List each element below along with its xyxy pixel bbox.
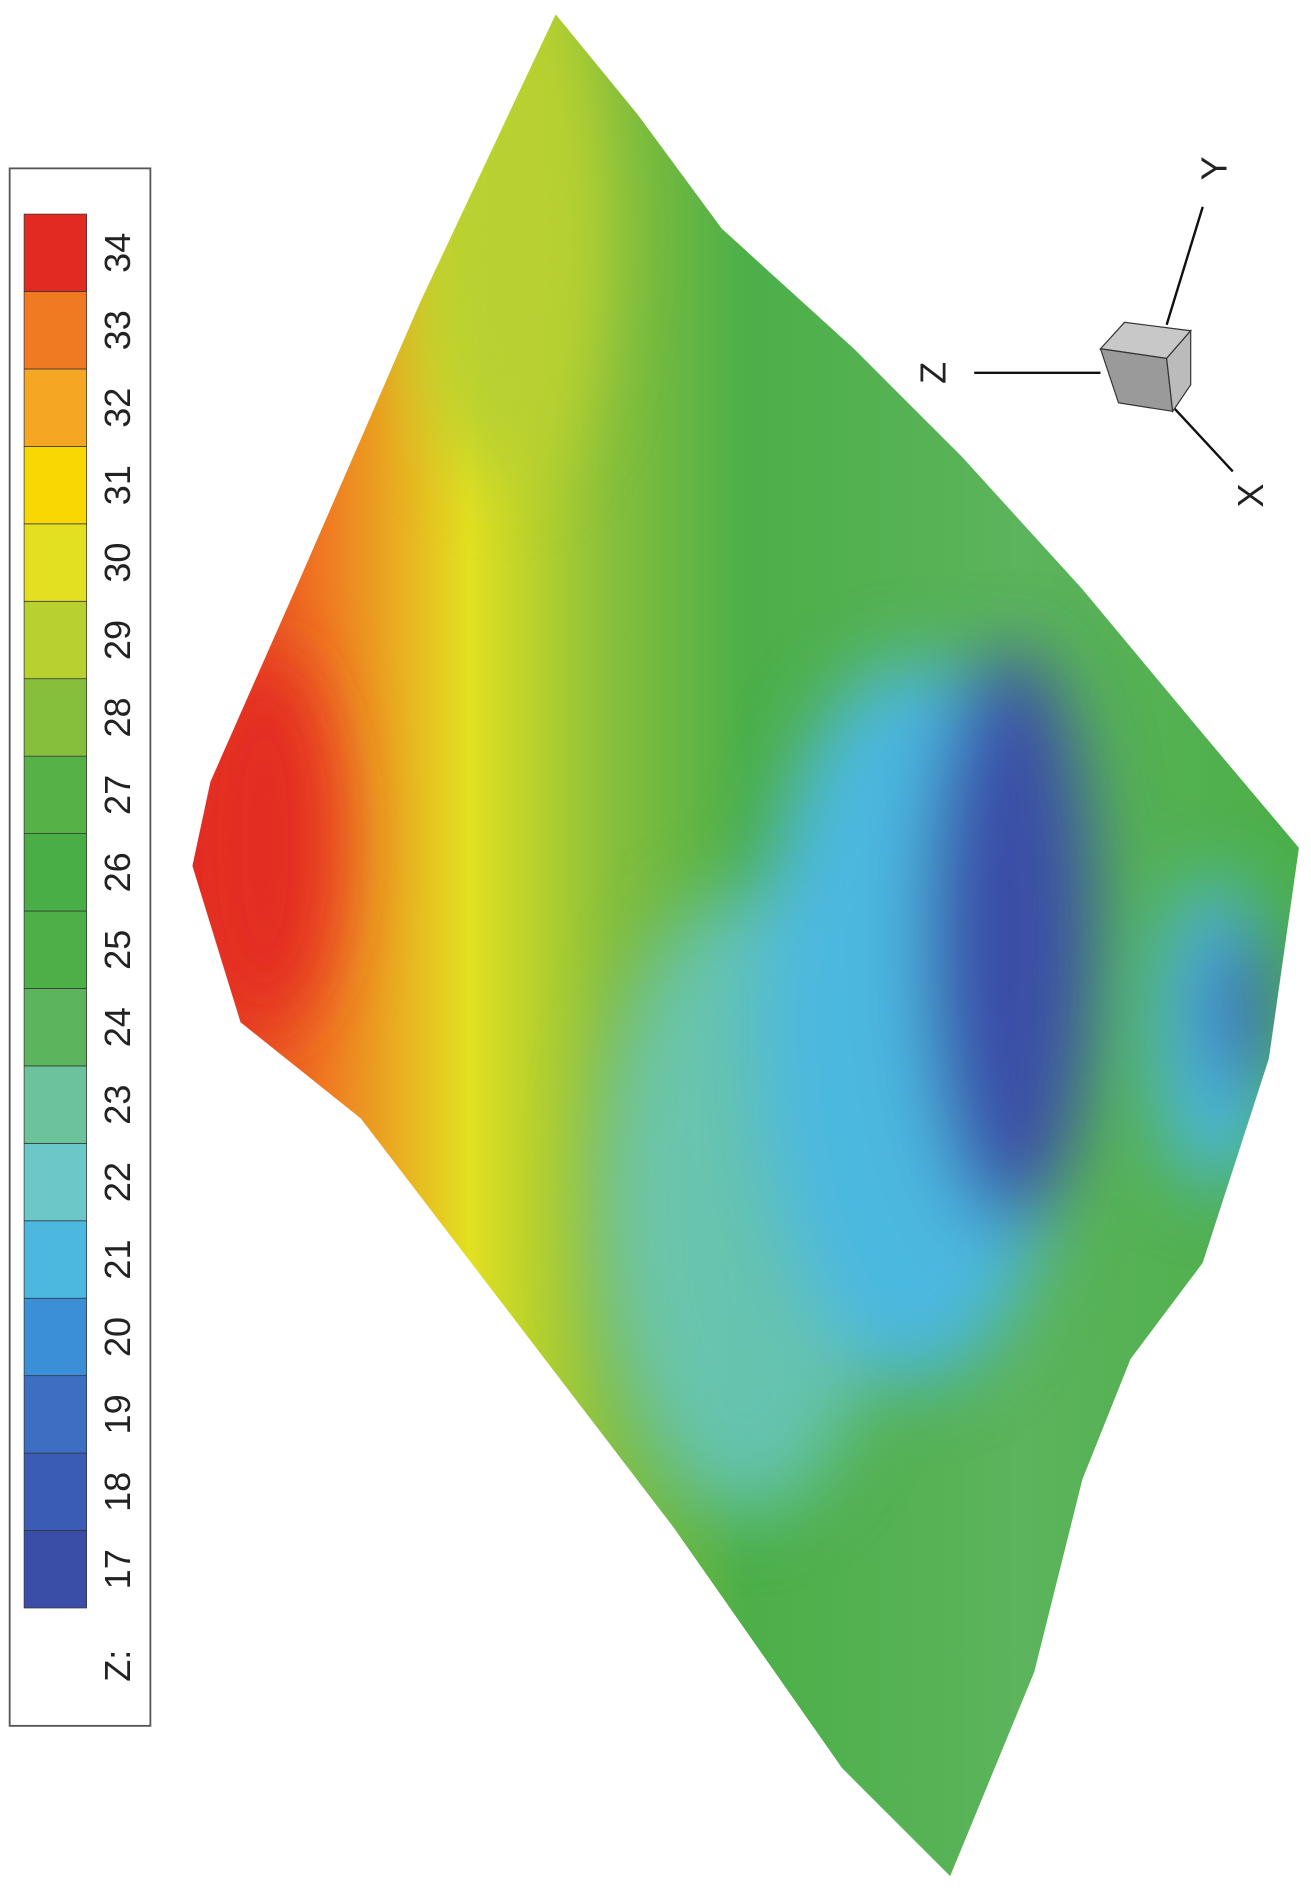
colorbar-band [24, 1453, 87, 1530]
colorbar-tick-label: 18 [97, 1472, 138, 1512]
colorbar-band [24, 1143, 87, 1220]
colorbar-band [24, 834, 87, 911]
axis-triad: Z Y X [912, 156, 1271, 507]
colorbar-label: Z: [97, 1650, 138, 1682]
surface [0, 0, 1311, 1887]
colorbar-band [24, 601, 87, 678]
colorbar-band [24, 756, 87, 833]
colorbar-band [24, 369, 87, 446]
colorbar-tick-label: 22 [97, 1162, 138, 1202]
colorbar-band [24, 1221, 87, 1298]
colorbar-tick-label: 26 [97, 852, 138, 892]
colorbar-band [24, 1066, 87, 1143]
colorbar-tick-label: 33 [97, 310, 138, 350]
colorbar-band [24, 214, 87, 291]
axis-label: Z [912, 362, 953, 384]
colorbar-tick-label: 31 [97, 465, 138, 505]
colorbar-tick-label: 23 [97, 1085, 138, 1125]
colorbar-tick-label: 32 [97, 388, 138, 428]
colorbar-tick-label: 29 [97, 620, 138, 660]
colorbar-tick-label: 25 [97, 930, 138, 970]
colorbar-tick-label: 24 [97, 1007, 138, 1047]
chart: Z Y X 17 18 19 20 21 22 23 24 25 26 27 28 29 30 31 32 33… [0, 0, 1311, 1887]
axis-label: Y [1194, 156, 1235, 180]
colorbar: 17 18 19 20 21 22 23 24 25 26 27 28 29 30 31 32 33 34 Z: [24, 214, 138, 1682]
colorbar-tick-label: 34 [97, 233, 138, 273]
colorbar-band [24, 1298, 87, 1375]
colorbar-tick-label: 19 [97, 1394, 138, 1434]
colorbar-tick-label: 17 [97, 1549, 138, 1589]
colorbar-tick-label: 28 [97, 697, 138, 737]
colorbar-tick-label: 20 [97, 1317, 138, 1357]
colorbar-tick-label: 27 [97, 775, 138, 815]
axis-label: X [1230, 483, 1271, 507]
colorbar-band [24, 292, 87, 369]
colorbar-tick-label: 30 [97, 542, 138, 582]
colorbar-band [24, 988, 87, 1065]
colorbar-band [24, 1531, 87, 1608]
colorbar-band [24, 1376, 87, 1453]
colorbar-tick-label: 21 [97, 1239, 138, 1279]
colorbar-band [24, 446, 87, 523]
colorbar-band [24, 679, 87, 756]
colorbar-band [24, 524, 87, 601]
colorbar-band [24, 911, 87, 988]
